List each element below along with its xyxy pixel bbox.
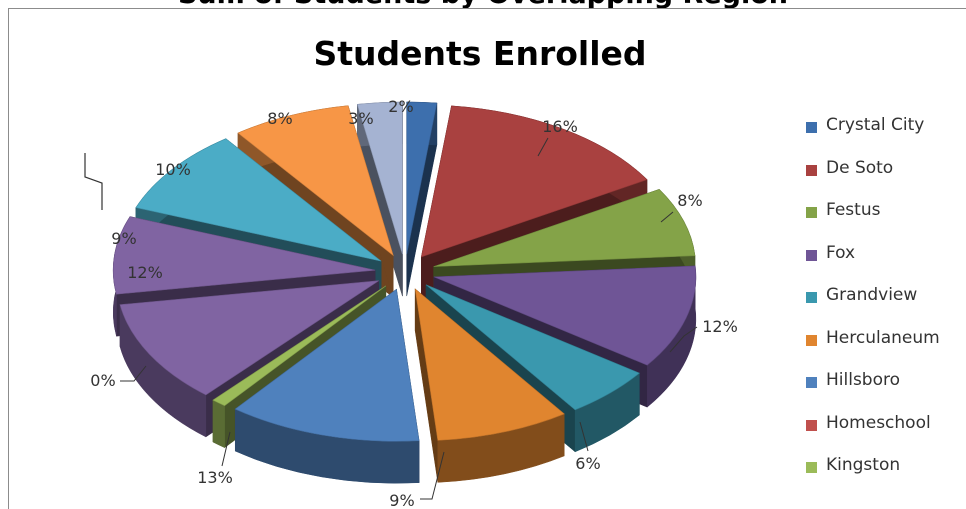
legend-item-homeschool: Homeschool — [800, 410, 966, 453]
legend-swatch — [806, 122, 817, 133]
pie-slice-herculaneum — [414, 288, 565, 483]
legend-item-de-soto: De Soto — [800, 155, 966, 198]
legend-item-festus: Festus — [800, 197, 966, 240]
data-label-slice-13: 8% — [267, 109, 292, 128]
legend-item-fox: Fox — [800, 240, 966, 283]
legend: Crystal City De Soto Festus Fox Grandview Her… — [800, 112, 966, 495]
legend-swatch — [806, 249, 817, 261]
legend-item-crystal-city: Crystal City — [800, 112, 966, 155]
legend-item-kingston: Kingston — [800, 452, 966, 495]
legend-swatch — [806, 334, 817, 346]
data-label-slice-12: 10% — [155, 160, 191, 179]
chart-title: Students Enrolled — [313, 34, 647, 73]
legend-item-grandview: Grandview — [800, 282, 966, 325]
data-label-herculaneum: 9% — [389, 491, 414, 509]
leader-line-grandview — [579, 421, 589, 452]
data-label-festus: 8% — [677, 191, 702, 210]
legend-label: Hillsboro — [826, 370, 901, 390]
data-label-slice-11: 9% — [111, 229, 136, 248]
leader-line-hillsboro — [221, 431, 231, 467]
pie-slice-crystal-city — [406, 101, 438, 297]
legend-label: Festus — [826, 200, 881, 220]
legend-label: Fox — [826, 242, 856, 263]
legend-swatch — [806, 419, 817, 431]
legend-swatch — [806, 207, 817, 218]
legend-swatch — [806, 462, 817, 473]
data-label-homeschool: 0% — [90, 371, 115, 390]
data-label-slice-10: 12% — [127, 263, 163, 282]
legend-label: Homeschool — [826, 412, 931, 433]
data-label-slice-14: 3% — [348, 109, 373, 128]
bracket-mark — [84, 153, 103, 210]
data-label-fox: 12% — [702, 317, 738, 336]
legend-item-hillsboro: Hillsboro — [800, 367, 966, 410]
legend-swatch — [806, 164, 817, 176]
leader-line-festus — [660, 211, 674, 223]
page-top-title: Sum of Students by Overlapping Region — [0, 0, 966, 8]
pie-slice-hillsboro — [234, 288, 420, 484]
leader-line-fox — [669, 326, 698, 353]
data-label-grandview: 6% — [575, 454, 600, 473]
leader-line-herculaneum — [420, 451, 445, 500]
data-label-hillsboro: 13% — [197, 468, 233, 487]
leader-line-de-soto — [537, 137, 549, 157]
chart-area — [8, 8, 966, 509]
legend-label: Grandview — [826, 285, 918, 305]
legend-swatch — [806, 292, 817, 303]
legend-label: De Soto — [826, 157, 894, 178]
legend-label: Herculaneum — [826, 327, 940, 348]
leader-line-homeschool — [120, 365, 147, 382]
legend-swatch — [806, 377, 817, 388]
legend-label: Kingston — [826, 455, 901, 475]
page-top-title-strip: Sum of Students by Overlapping Region — [0, 0, 966, 8]
legend-item-herculaneum: Herculaneum — [800, 325, 966, 368]
data-label-de-soto: 16% — [542, 117, 578, 136]
data-label-crystal-city: 2% — [388, 97, 413, 116]
legend-label: Crystal City — [826, 115, 925, 135]
